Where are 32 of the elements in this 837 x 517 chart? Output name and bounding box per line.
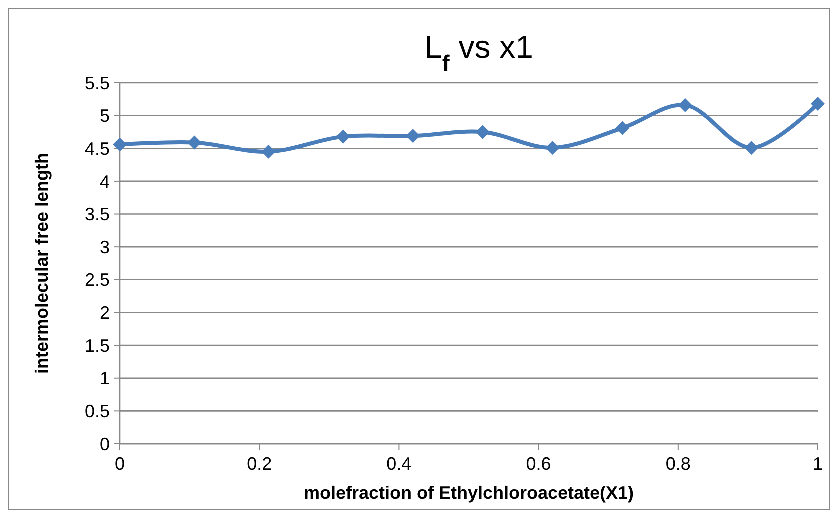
- point: [546, 140, 560, 155]
- x-tick-label: 1: [812, 454, 824, 474]
- x-tick-label: 0.8: [666, 454, 691, 474]
- y-tick-label: 3.5: [84, 204, 110, 225]
- x-tick-label: 0.2: [247, 454, 272, 474]
- point: [406, 129, 420, 144]
- y-tick-label: 3: [100, 237, 110, 258]
- point: [262, 144, 276, 159]
- y-tick-label: 4.5: [84, 138, 110, 159]
- y-tick-label: 2: [100, 303, 110, 324]
- point: [113, 138, 127, 152]
- y-tick-label: 5.5: [84, 73, 110, 94]
- x-tick-label: 0.4: [386, 454, 412, 474]
- x-tick-label: 0: [114, 454, 126, 474]
- point: [336, 130, 350, 144]
- y-tick-label: 0: [100, 434, 110, 454]
- y-axis-title: intermolecular free length: [32, 152, 52, 374]
- y-tick-label: 2.5: [84, 270, 110, 290]
- chart-title: L$_{f}$ vs x1: [424, 29, 534, 76]
- point: [616, 121, 630, 136]
- y-tick-label: 1: [100, 368, 110, 389]
- x-axis-title: molefraction of Ethylchloroacetate(X1): [304, 483, 634, 503]
- y-tick-label: 0.5: [84, 401, 110, 422]
- y-tick-label: 5: [100, 106, 110, 126]
- point: [476, 125, 490, 140]
- point: [811, 97, 825, 112]
- x-tick-label: 0.6: [526, 454, 552, 474]
- point: [678, 98, 692, 112]
- point: [188, 136, 202, 150]
- y-tick-label: 1.5: [84, 336, 110, 356]
- y-tick-label: 4: [100, 172, 110, 192]
- point: [744, 140, 759, 155]
